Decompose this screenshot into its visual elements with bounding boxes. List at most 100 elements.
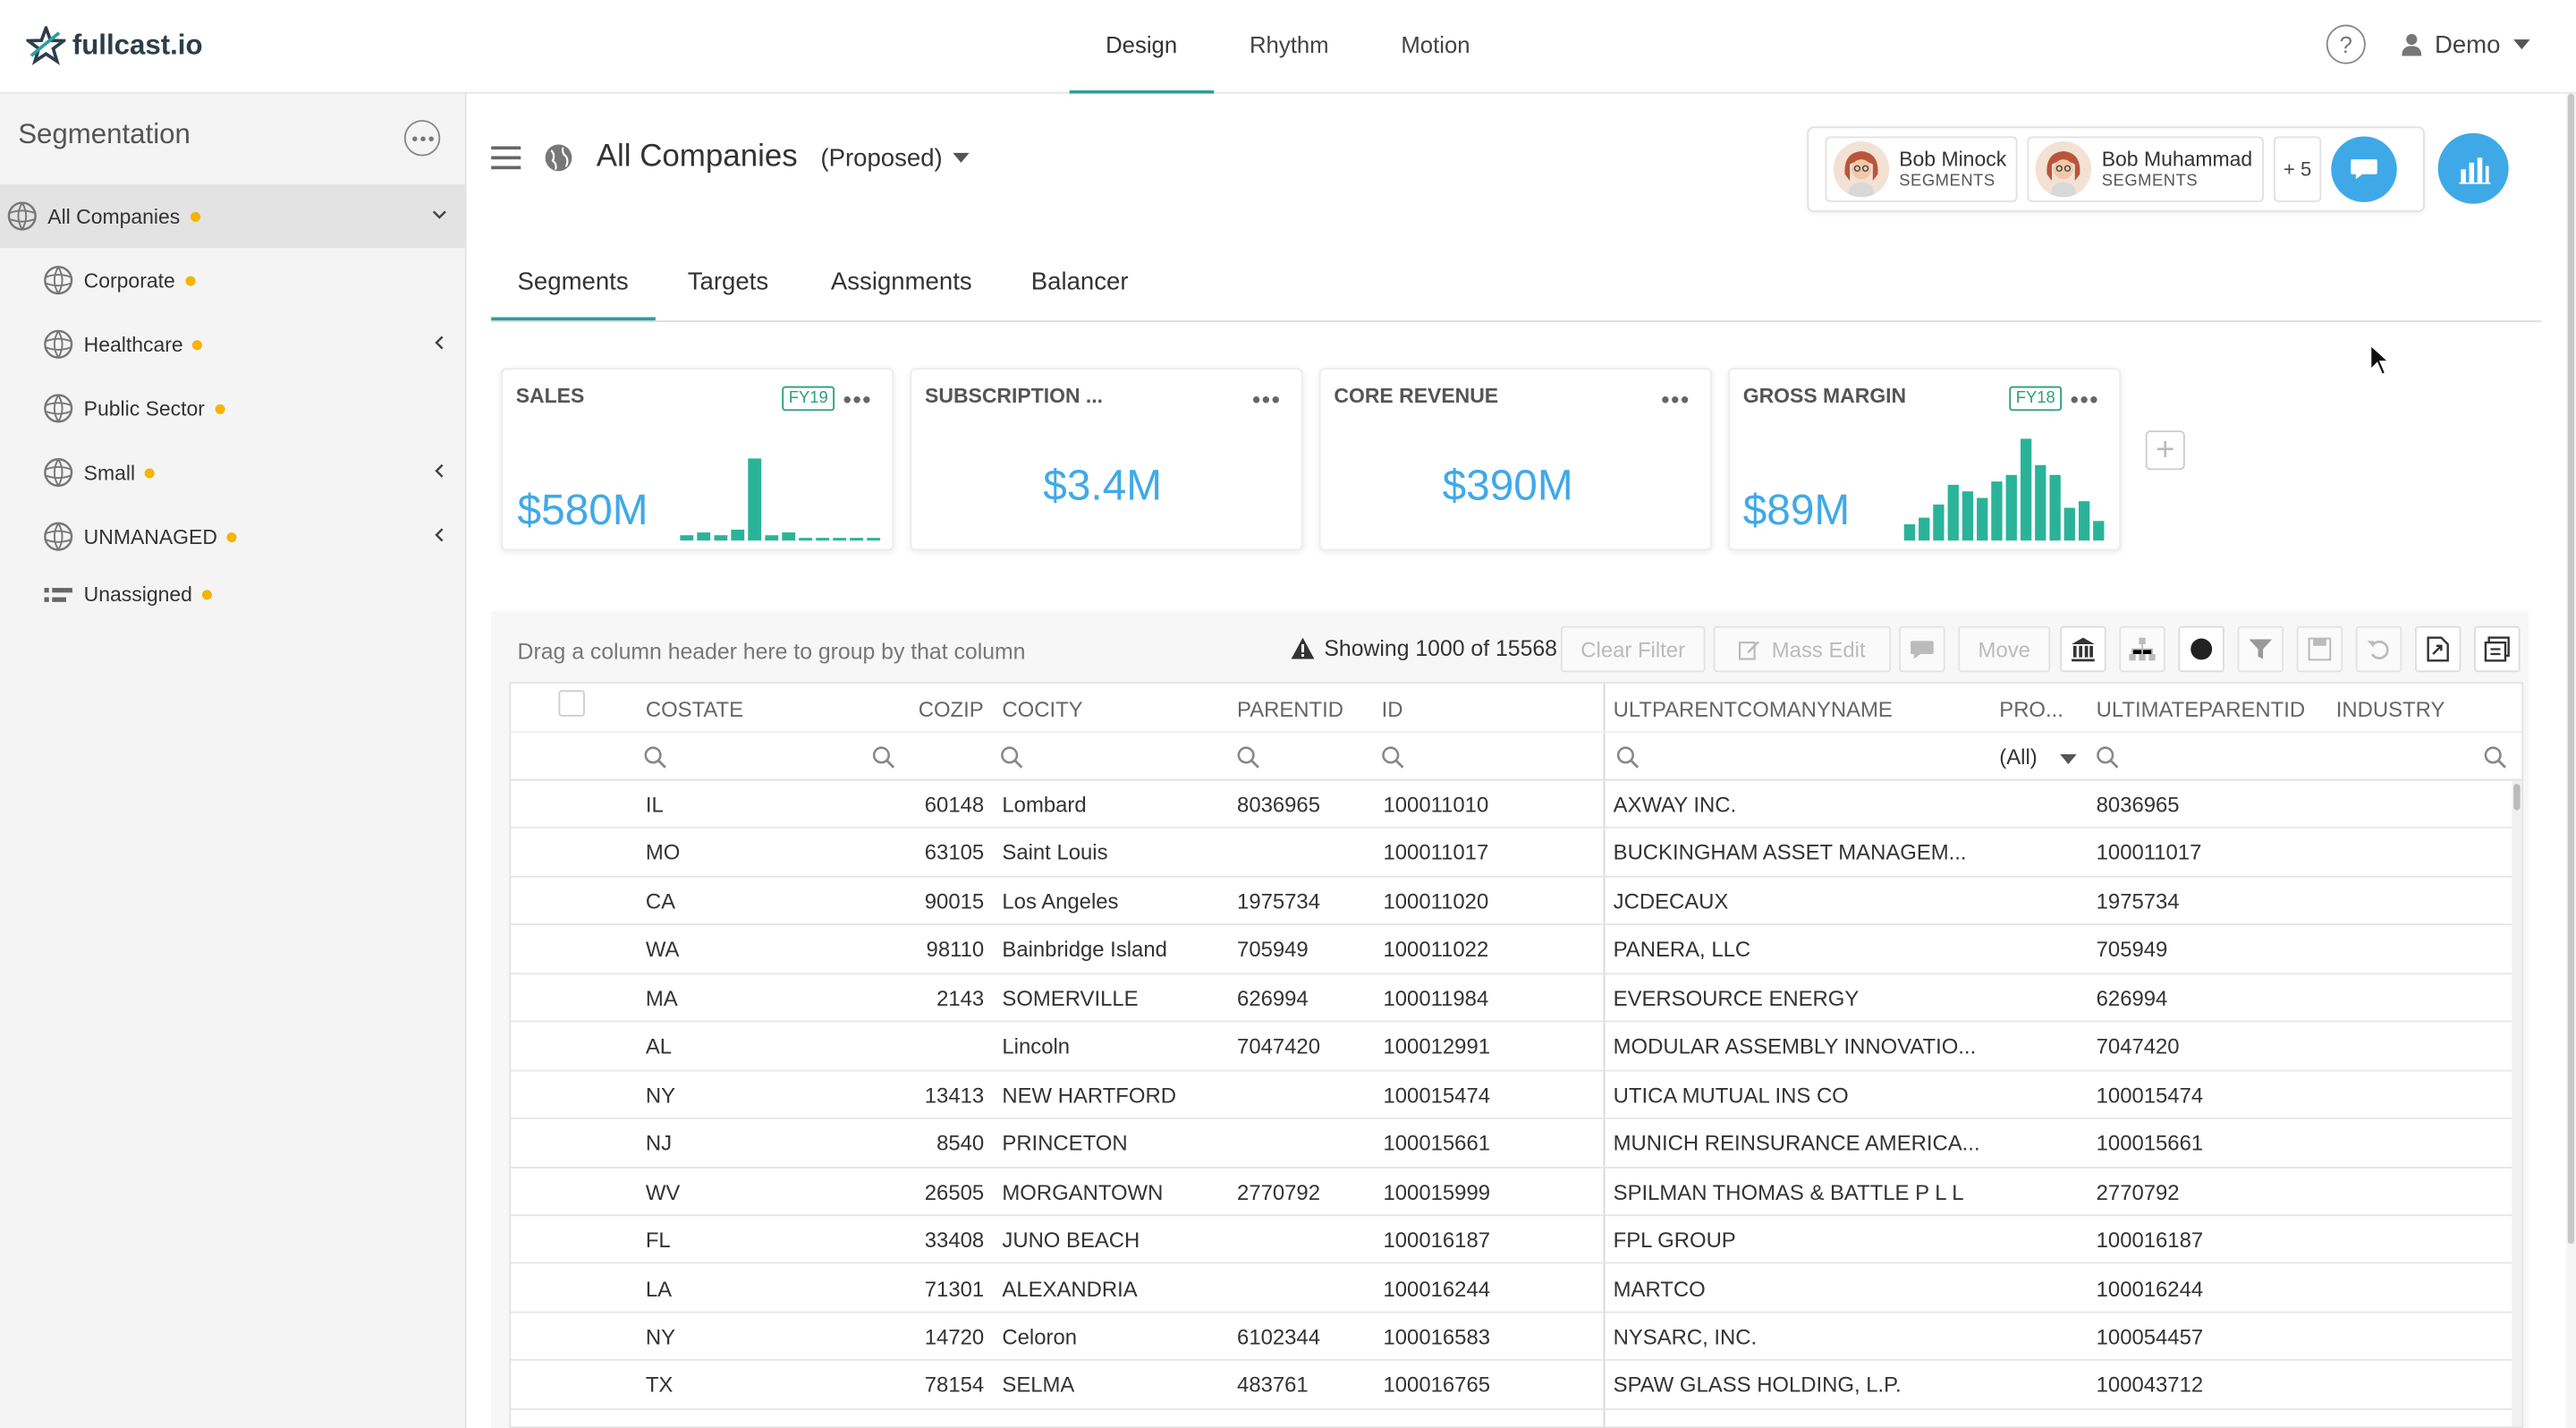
column-header-pro[interactable]: PRO... xyxy=(1999,696,2063,722)
column-header-ultparentname[interactable]: ULTPARENTCOMANYNAME xyxy=(1613,696,1893,722)
bank-button[interactable] xyxy=(2060,625,2106,673)
tab-targets[interactable]: Targets xyxy=(687,268,769,296)
user-menu[interactable]: Demo xyxy=(2402,30,2530,59)
column-header-parentid[interactable]: PARENTID xyxy=(1237,696,1343,722)
sparkline-bar xyxy=(867,538,881,541)
more-options-icon[interactable] xyxy=(403,120,441,157)
add-card-button[interactable]: + xyxy=(2145,430,2185,471)
chat-button[interactable] xyxy=(2331,136,2397,202)
cell-cozip: 71301 xyxy=(924,1276,985,1301)
sidebar-item-corporate[interactable]: Corporate xyxy=(0,248,465,312)
collaborator-chip[interactable]: Bob Minock SEGMENTS xyxy=(1825,136,2019,202)
record-toggle-button[interactable] xyxy=(2178,625,2224,673)
column-header-ultimateparentid[interactable]: ULTIMATEPARENTID xyxy=(2096,696,2306,722)
export-button[interactable] xyxy=(2414,625,2462,673)
fiscal-year-select[interactable]: FY19 xyxy=(782,386,835,412)
select-all-checkbox[interactable] xyxy=(558,690,585,717)
search-icon[interactable] xyxy=(2097,746,2120,769)
metric-card-sales[interactable]: SALES FY19 ••• $580M xyxy=(501,368,894,551)
sidebar-item-small[interactable]: Small xyxy=(0,440,465,505)
logo[interactable]: fullcast.io xyxy=(26,26,203,65)
column-header-costate[interactable]: COSTATE xyxy=(645,696,744,722)
table-row[interactable]: WA 98110 Bainbridge Island 705949 100011022 P… xyxy=(511,926,2515,974)
table-row[interactable]: IL 60148 Lombard 8036965 100011010 AXWAY INC.… xyxy=(511,780,2515,829)
cell-cocity: Saint Louis xyxy=(1002,840,1108,865)
table-row[interactable]: WV 26505 MORGANTOWN 2770792 100015999 SPILMAN… xyxy=(511,1168,2515,1217)
search-icon[interactable] xyxy=(1616,746,1640,769)
collaborator-chip[interactable]: Bob Muhammad SEGMENTS xyxy=(2028,136,2265,202)
page-scrollbar[interactable] xyxy=(2565,93,2576,1428)
columns-button[interactable] xyxy=(2474,625,2521,673)
sparkline-bar xyxy=(1947,484,1959,541)
sidebar-item-all-companies[interactable]: All Companies xyxy=(0,183,465,249)
chevron-down-icon[interactable] xyxy=(432,207,447,222)
more-collaborators-button[interactable]: + 5 xyxy=(2274,136,2322,202)
pro-filter-select[interactable]: (All) xyxy=(1999,744,2077,769)
comment-button[interactable] xyxy=(1899,625,1945,673)
mass-edit-button[interactable]: Mass Edit xyxy=(1713,625,1892,673)
column-header-id[interactable]: ID xyxy=(1381,696,1403,722)
sidebar-item-public-sector[interactable]: Public Sector xyxy=(0,377,465,441)
chevron-left-icon[interactable] xyxy=(432,463,447,479)
tab-assignments[interactable]: Assignments xyxy=(830,268,972,296)
table-row[interactable]: NY 14720 Celoron 6102344 100016583 NYSARC, IN… xyxy=(511,1313,2515,1362)
move-button[interactable]: Move xyxy=(1958,625,2051,673)
table-row[interactable]: FL 33408 JUNO BEACH 100016187 FPL GROUP 10001… xyxy=(511,1216,2515,1265)
table-row[interactable]: NJ 8540 PRINCETON 100015661 MUNICH REINSURAN… xyxy=(511,1119,2515,1169)
sidebar-item-unmanaged[interactable]: UNMANAGED xyxy=(0,505,465,569)
tab-segments[interactable]: Segments xyxy=(491,250,656,321)
help-icon[interactable]: ? xyxy=(2326,24,2366,64)
filter-button[interactable] xyxy=(2237,625,2284,673)
sidebar-item-healthcare[interactable]: Healthcare xyxy=(0,312,465,377)
fiscal-year-select[interactable]: FY18 xyxy=(2009,386,2063,412)
search-icon[interactable] xyxy=(2484,746,2507,769)
card-menu-icon[interactable]: ••• xyxy=(843,386,873,413)
sidebar-item-label: Corporate xyxy=(83,268,175,293)
table-row[interactable]: NY 13413 NEW HARTFORD 100015474 UTICA MUTUAL… xyxy=(511,1071,2515,1119)
column-header-cozip[interactable]: COZIP xyxy=(918,696,984,722)
sidebar-item-label: UNMANAGED xyxy=(83,524,217,548)
table-scrollbar[interactable] xyxy=(2512,780,2522,1427)
sparkline-bar xyxy=(2093,521,2105,541)
sidebar-item-unassigned[interactable]: Unassigned xyxy=(0,568,465,621)
cell-ultimateparentid: 626994 xyxy=(2096,985,2168,1011)
metric-card-gross-margin[interactable]: GROSS MARGIN FY18 ••• $89M xyxy=(1728,368,2122,551)
undo-button[interactable] xyxy=(2355,625,2402,673)
scenario-dropdown[interactable]: (Proposed) xyxy=(820,144,970,172)
chevron-left-icon[interactable] xyxy=(432,336,447,351)
nav-tab-design[interactable]: Design xyxy=(1069,0,1214,94)
cell-costate: CA xyxy=(645,888,675,914)
card-menu-icon[interactable]: ••• xyxy=(1661,386,1690,413)
metric-card-core-revenue[interactable]: CORE REVENUE ••• $390M xyxy=(1318,368,1712,551)
chevron-left-icon[interactable] xyxy=(432,528,447,543)
card-menu-icon[interactable]: ••• xyxy=(1252,386,1282,413)
analytics-button[interactable] xyxy=(2437,132,2509,204)
table-row[interactable]: CA 90015 Los Angeles 1975734 100011020 JCDECA… xyxy=(511,878,2515,926)
table-row[interactable]: LA 71301 ALEXANDRIA 100016244 MARTCO 10001624… xyxy=(511,1264,2515,1313)
cell-id: 100015999 xyxy=(1383,1179,1491,1204)
tab-balancer[interactable]: Balancer xyxy=(1030,268,1129,296)
user-name: Demo xyxy=(2434,30,2501,59)
nav-tab-motion[interactable]: Motion xyxy=(1401,30,1470,58)
hierarchy-button[interactable] xyxy=(2119,625,2165,673)
column-header-cocity[interactable]: COCITY xyxy=(1002,696,1083,722)
search-icon[interactable] xyxy=(1001,746,1024,769)
card-menu-icon[interactable]: ••• xyxy=(2070,386,2100,413)
hamburger-icon[interactable] xyxy=(491,146,521,170)
cell-cozip: 90015 xyxy=(924,888,985,914)
save-button[interactable] xyxy=(2296,625,2343,673)
table-row[interactable]: TX 78154 SELMA 483761 100016765 SPAW GLASS HO… xyxy=(511,1362,2515,1410)
table-row[interactable]: AL Lincoln 7047420 100012991 MODULAR ASSEMBL… xyxy=(511,1023,2515,1071)
search-icon[interactable] xyxy=(1382,746,1405,769)
clear-filter-button[interactable]: Clear Filter xyxy=(1560,625,1706,673)
search-icon[interactable] xyxy=(644,746,667,769)
metric-card-subscription[interactable]: SUBSCRIPTION ... ••• $3.4M xyxy=(910,368,1303,551)
search-icon[interactable] xyxy=(1237,746,1260,769)
search-icon[interactable] xyxy=(872,746,895,769)
segment-tree: All Companies Corporate Healthcare Publi… xyxy=(0,183,465,622)
column-header-industry[interactable]: INDUSTRY xyxy=(2335,696,2445,722)
cell-cocity: Lincoln xyxy=(1002,1033,1071,1059)
table-row[interactable]: MA 2143 SOMERVILLE 626994 100011984 EVERSOURC… xyxy=(511,974,2515,1023)
table-row[interactable]: MO 63105 Saint Louis 100011017 BUCKINGHAM AS… xyxy=(511,829,2515,878)
nav-tab-rhythm[interactable]: Rhythm xyxy=(1249,30,1329,58)
